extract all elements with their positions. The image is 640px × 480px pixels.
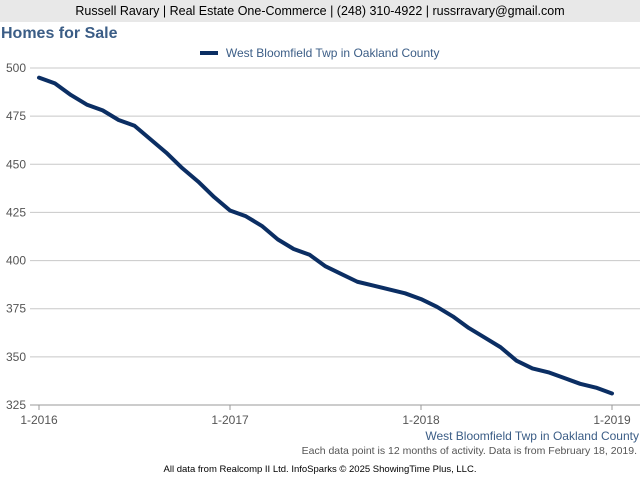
contact-text: Russell Ravary | Real Estate One-Commerc…	[75, 4, 565, 18]
legend-label: West Bloomfield Twp in Oakland County	[225, 46, 440, 60]
y-tick-label: 400	[6, 254, 26, 268]
y-tick-label: 325	[6, 398, 26, 412]
bottom-series-label: West Bloomfield Twp in Oakland County	[425, 429, 639, 443]
data-note: Each data point is 12 months of activity…	[301, 445, 637, 457]
x-tick-label: 1-2017	[211, 413, 249, 427]
x-tick-label: 1-2016	[20, 413, 58, 427]
series-line	[37, 75, 614, 396]
y-tick-label: 375	[6, 302, 26, 316]
x-tick-label: 1-2018	[402, 413, 440, 427]
chart-title: Homes for Sale	[1, 25, 118, 42]
x-tick-label: 1-2019	[593, 413, 631, 427]
contact-header: Russell Ravary | Real Estate One-Commerc…	[0, 0, 640, 22]
legend-swatch	[200, 50, 219, 55]
y-tick-label: 475	[6, 109, 26, 123]
chart-legend[interactable]: West Bloomfield Twp in Oakland County	[0, 46, 640, 60]
y-tick-label: 500	[6, 61, 26, 75]
y-tick-label: 350	[6, 350, 26, 364]
y-tick-label: 425	[6, 205, 26, 219]
footer-credit: All data from Realcomp II Ltd. InfoSpark…	[163, 464, 477, 475]
y-tick-label: 450	[6, 157, 26, 171]
